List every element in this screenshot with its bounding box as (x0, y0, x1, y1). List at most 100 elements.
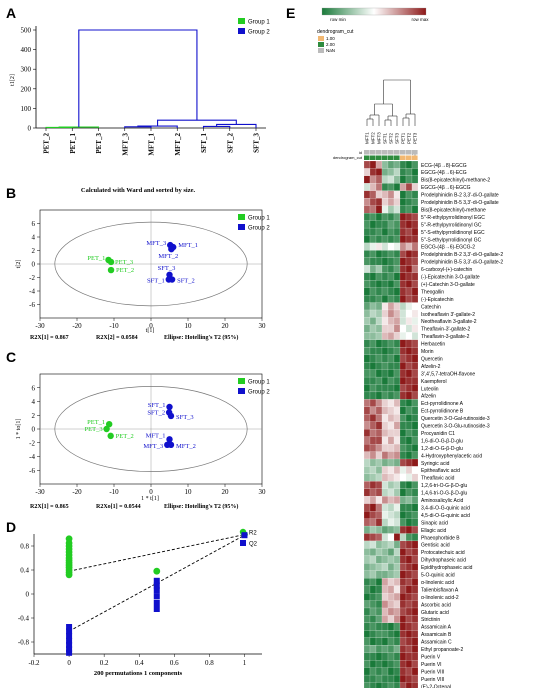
heatmap-cell (411, 503, 419, 512)
heatmap-cell (411, 593, 419, 601)
heatmap-cell (411, 674, 419, 683)
color-key-bar (321, 7, 427, 16)
heatmap-cell (369, 645, 377, 653)
heatmap-cell (387, 518, 395, 527)
heatmap-cell (411, 347, 419, 355)
heatmap-cell (387, 391, 395, 400)
heatmap-cell (369, 637, 377, 646)
heatmap-cell (369, 622, 377, 631)
dendrogram-cut-legend-swatch (318, 36, 324, 41)
heatmap-cell (387, 451, 395, 460)
panel-b-x-tick-label: -20 (72, 322, 82, 330)
heatmap-cell (387, 317, 395, 325)
heatmap-column-label: MFT1 (365, 132, 370, 144)
heatmap-cell (375, 667, 383, 676)
panel-c-y-axis-label: 1 * to[1] (16, 419, 22, 440)
heatmap-cell (405, 250, 413, 258)
heatmap-cell (387, 257, 395, 266)
heatmap-cell (399, 615, 407, 623)
heatmap-cell (405, 533, 413, 542)
heatmap-cell (369, 429, 377, 437)
heatmap-cell (381, 227, 389, 236)
heatmap-cell (375, 220, 383, 229)
heatmap-cell (405, 622, 413, 631)
heatmap-cell (405, 391, 413, 400)
heatmap-cell (393, 250, 401, 258)
panel-label-d: D (6, 519, 16, 535)
heatmap-row-label: Ascorbic acid (421, 602, 451, 608)
panel-a-leaf-label: SFT_1 (200, 133, 208, 153)
heatmap-cell (393, 414, 401, 422)
heatmap-cell (405, 332, 413, 340)
heatmap-row-label: Kaempferol (421, 379, 447, 385)
heatmap-cell (393, 198, 401, 206)
heatmap-cell (393, 667, 401, 676)
heatmap-cell (405, 466, 413, 474)
heatmap-row-label: EGCG-(4β→6)-EGCG (421, 185, 471, 191)
heatmap-cell (399, 674, 407, 683)
heatmap-cell (363, 272, 371, 281)
heatmap-cell (387, 384, 395, 393)
heatmap-cell (411, 600, 419, 609)
heatmap-cell (387, 250, 395, 258)
heatmap-cell (381, 295, 389, 303)
heatmap-cell (399, 630, 407, 638)
heatmap-cell (399, 578, 407, 586)
heatmap-cell (411, 287, 419, 296)
heatmap-cell (411, 190, 419, 199)
heatmap-cell (381, 436, 389, 445)
heatmap-cell (381, 399, 389, 407)
heatmap-row-label: Aminosalicylic Acid (421, 498, 463, 504)
heatmap-cell (363, 436, 371, 445)
heatmap-row-label: EGCG-(4β→6)-EGCG-2 (421, 245, 475, 251)
heatmap-cell (387, 227, 395, 236)
heatmap-cell (399, 295, 407, 303)
heatmap-cell (369, 175, 377, 184)
heatmap-cell (363, 205, 371, 214)
heatmap-cell (411, 667, 419, 676)
heatmap-cell (399, 406, 407, 415)
heatmap-id-cell (364, 150, 370, 155)
panel-b-x-tick-label: -30 (35, 322, 45, 330)
heatmap-cell (381, 198, 389, 206)
legend-marker-q2 (240, 540, 246, 546)
heatmap-cell (405, 347, 413, 355)
heatmap-cell (411, 302, 419, 311)
heatmap-cell (381, 600, 389, 609)
heatmap-cell (369, 317, 377, 325)
heatmap-cell (375, 302, 383, 311)
heatmap-cell (375, 451, 383, 460)
heatmap-cell (387, 354, 395, 363)
heatmap-cell (393, 347, 401, 355)
panel-d-y-tick-label: -0.4 (18, 615, 30, 623)
panel-c-footer-ellipse: Ellipse: Hotelling's T2 (95%) (164, 503, 238, 510)
heatmap-cell (375, 600, 383, 609)
heatmap-cell (375, 309, 383, 318)
heatmap-cell (399, 593, 407, 601)
heatmap-cell (405, 578, 413, 586)
heatmap-cell (363, 175, 371, 184)
heatmap-cell (363, 317, 371, 325)
heatmap-cell (381, 607, 389, 616)
heatmap-cell (363, 444, 371, 452)
heatmap-cell (399, 265, 407, 273)
heatmap-cell (375, 496, 383, 504)
heatmap-cell (411, 436, 419, 445)
heatmap-cell (393, 570, 401, 579)
heatmap-row-label: 6-carboxyl-(+)-catechin (421, 267, 472, 273)
heatmap-cell (393, 660, 401, 668)
heatmap-cell (387, 444, 395, 452)
heatmap-cell (369, 548, 377, 556)
heatmap-row-label: Assamicain A (421, 625, 452, 631)
heatmap-cell (363, 578, 371, 586)
dendrogram-cut-legend-2: 2.00 (326, 42, 335, 47)
heatmap-cell (369, 436, 377, 445)
heatmap-cell (369, 682, 377, 688)
heatmap-cell (363, 511, 371, 519)
heatmap-cell (363, 324, 371, 333)
heatmap-row-label: Morin (421, 349, 434, 355)
heatmap-cell (369, 593, 377, 601)
heatmap-cell (393, 376, 401, 385)
heatmap-row-label: Prodelphinidin B-2 3,3'-di-O-gallate (421, 193, 499, 199)
panel-b-y-tick-label: -4 (29, 288, 35, 296)
